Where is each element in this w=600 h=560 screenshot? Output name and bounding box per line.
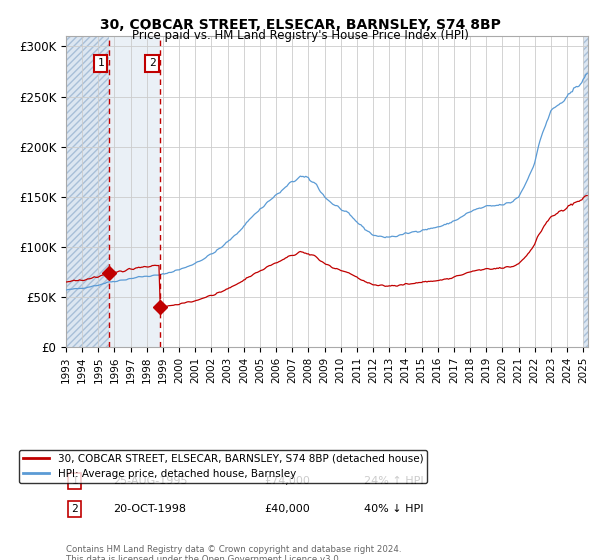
- Text: 20-OCT-1998: 20-OCT-1998: [113, 504, 186, 514]
- Text: £40,000: £40,000: [265, 504, 310, 514]
- Text: 40% ↓ HPI: 40% ↓ HPI: [364, 504, 423, 514]
- Bar: [583, 36, 588, 347]
- Text: 1: 1: [97, 58, 104, 68]
- Text: 2: 2: [149, 58, 155, 68]
- Text: £74,000: £74,000: [265, 476, 310, 486]
- Text: Contains HM Land Registry data © Crown copyright and database right 2024.
This d: Contains HM Land Registry data © Crown c…: [66, 544, 401, 560]
- Text: 1: 1: [71, 476, 78, 486]
- Bar: [109, 36, 160, 347]
- Text: 30, COBCAR STREET, ELSECAR, BARNSLEY, S74 8BP: 30, COBCAR STREET, ELSECAR, BARNSLEY, S7…: [100, 18, 500, 32]
- Text: 25-AUG-1995: 25-AUG-1995: [113, 476, 187, 486]
- Text: 2: 2: [71, 504, 78, 514]
- Legend: 30, COBCAR STREET, ELSECAR, BARNSLEY, S74 8BP (detached house), HPI: Average pri: 30, COBCAR STREET, ELSECAR, BARNSLEY, S7…: [19, 450, 427, 483]
- Text: 24% ↑ HPI: 24% ↑ HPI: [364, 476, 423, 486]
- Text: Price paid vs. HM Land Registry's House Price Index (HPI): Price paid vs. HM Land Registry's House …: [131, 29, 469, 42]
- Bar: [66, 36, 109, 347]
